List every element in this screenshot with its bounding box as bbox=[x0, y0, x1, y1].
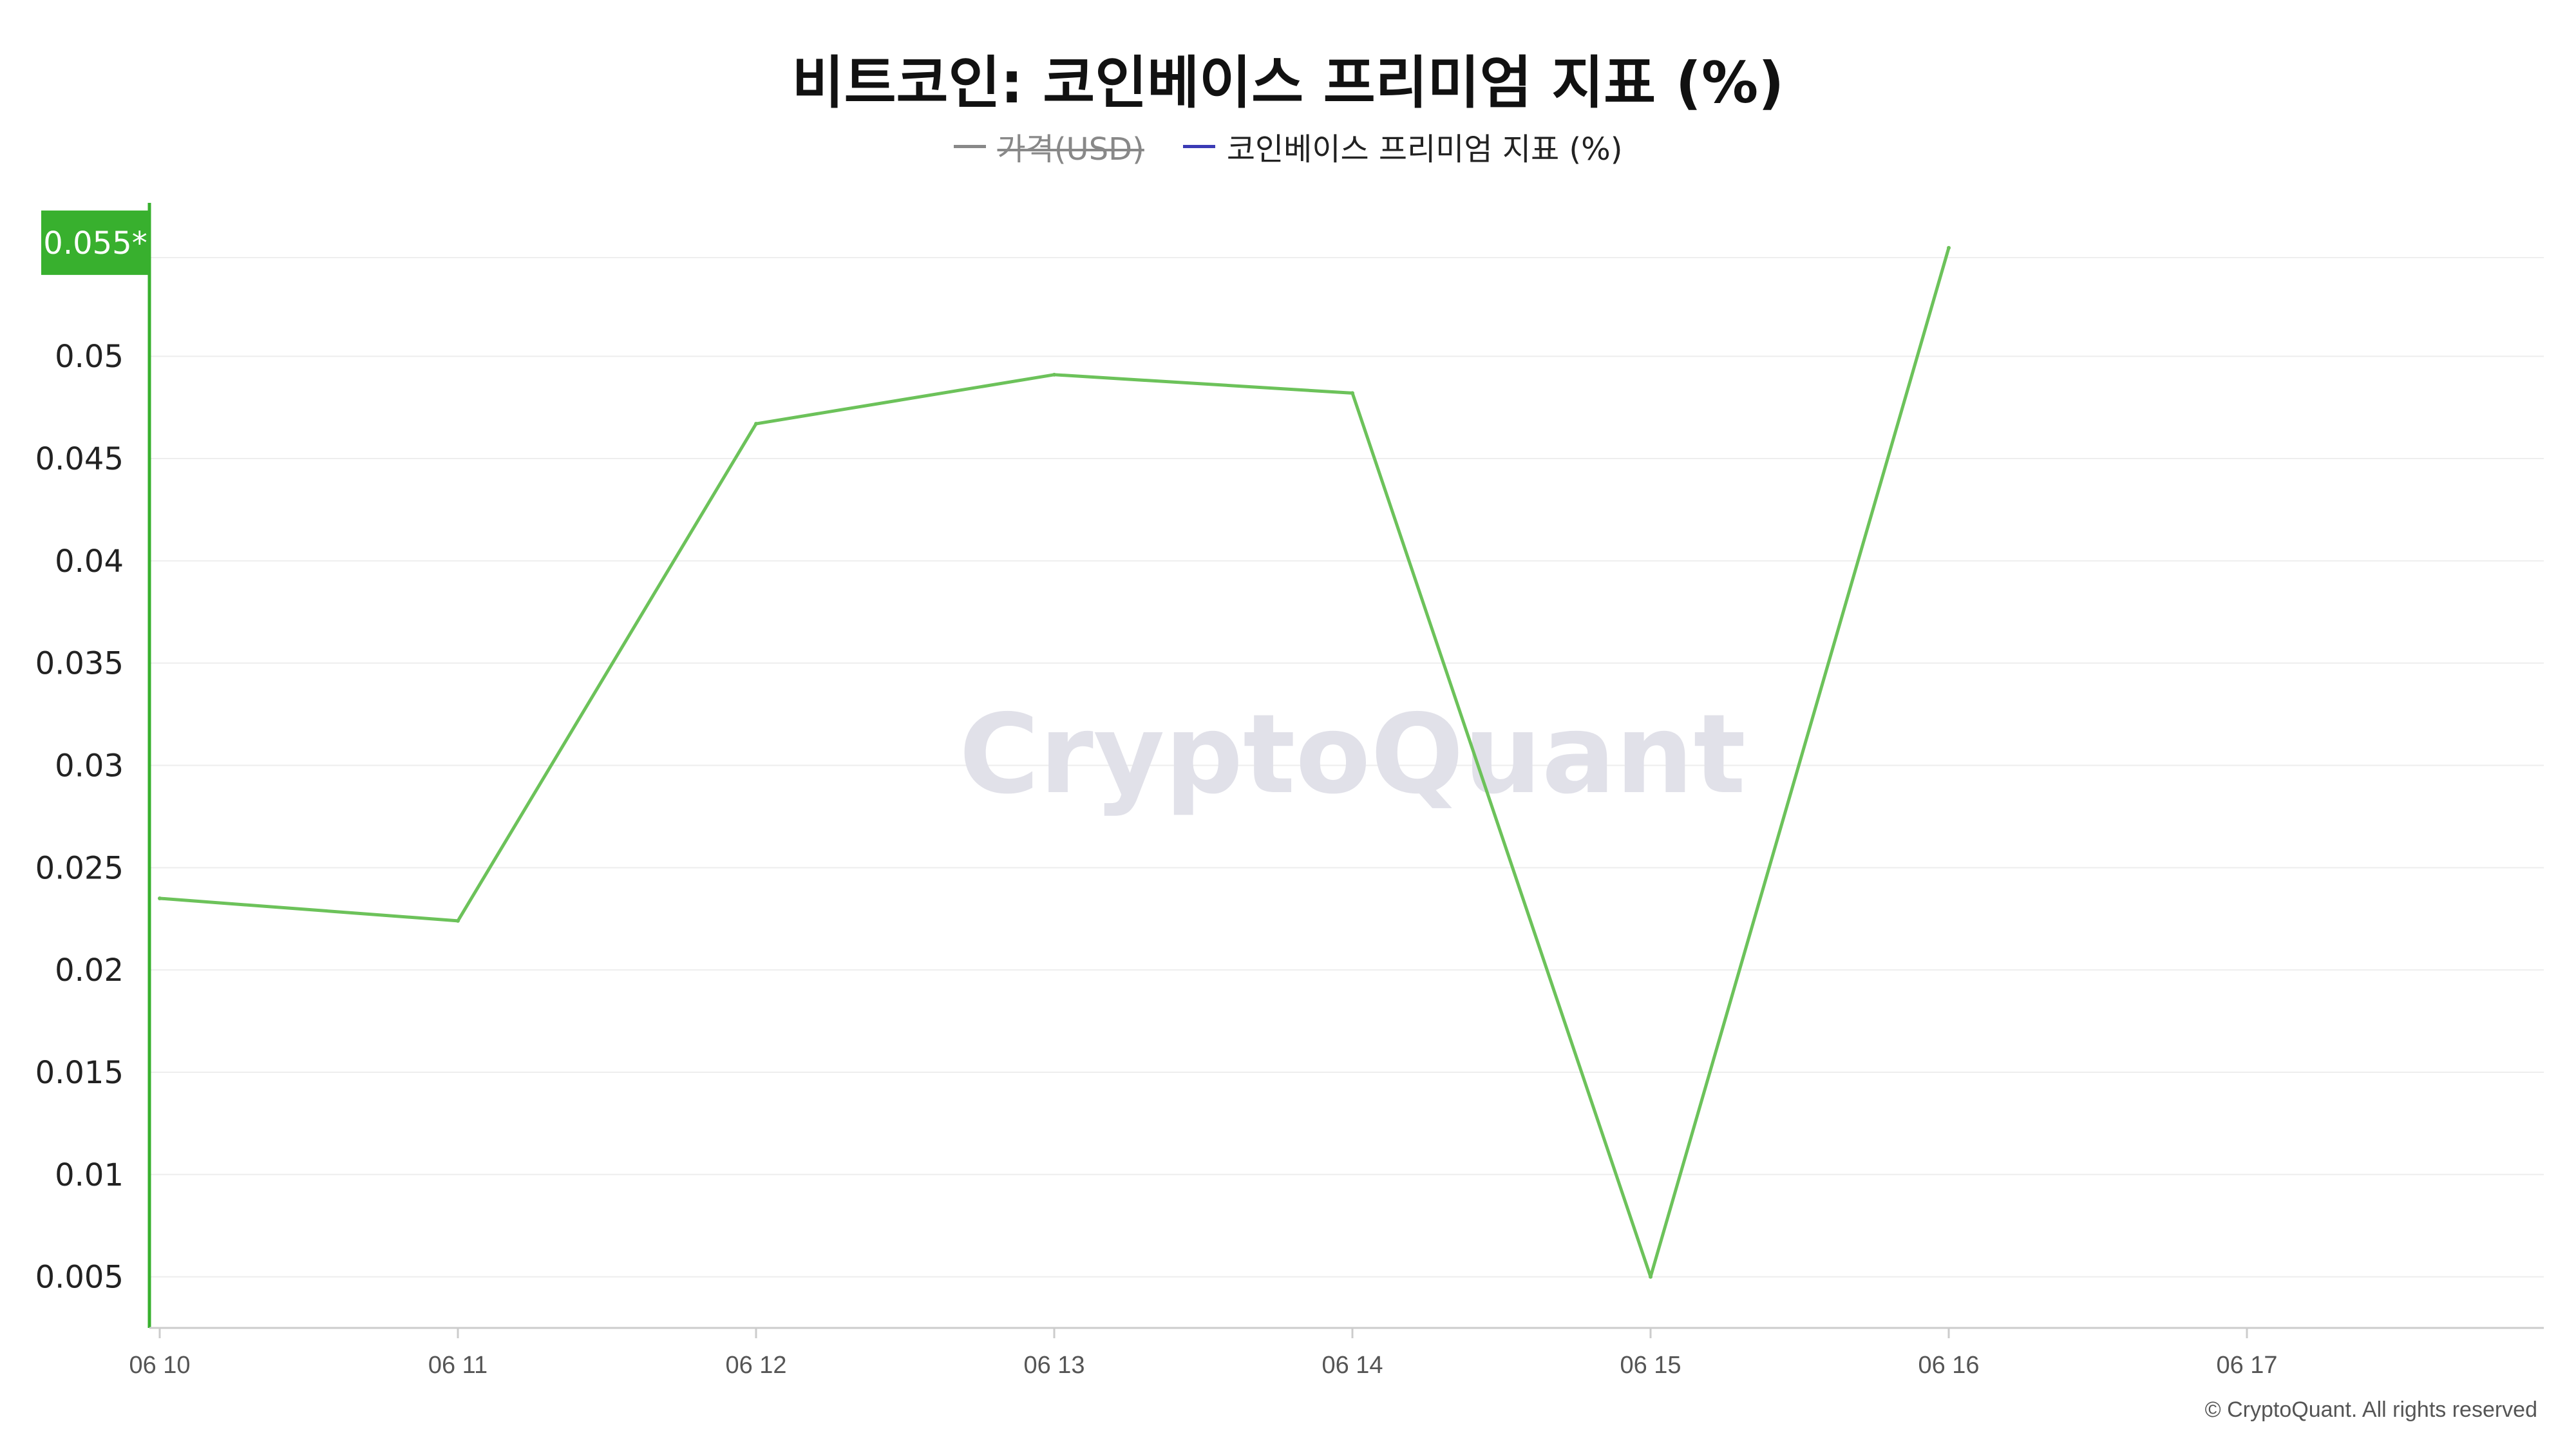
grid-lines bbox=[149, 257, 2544, 1278]
last-value-badge-label: 0.055* bbox=[43, 225, 147, 261]
y-tick-label: 0.025 bbox=[35, 850, 124, 886]
legend-item-premium[interactable]: 코인베이스 프리미엄 지표 (%) bbox=[1182, 124, 1623, 169]
legend-label-price: 가격(USD) bbox=[997, 131, 1144, 167]
y-tick-label: 0.035 bbox=[35, 646, 124, 682]
series-layer bbox=[158, 245, 1951, 1279]
data-point bbox=[1052, 372, 1056, 377]
data-point bbox=[754, 422, 758, 426]
data-point bbox=[456, 918, 460, 923]
axes bbox=[147, 203, 2544, 1329]
y-tick-label: 0.005 bbox=[35, 1260, 124, 1296]
last-value-badge bbox=[41, 210, 149, 275]
y-tick-label: 0.02 bbox=[55, 952, 124, 989]
y-axis-ticks: 0.005 0.01 0.015 0.02 0.025 0.03 0.035 0.04 0.04… bbox=[35, 339, 124, 1295]
legend: 가격(USD) 코인베이스 프리미엄 지표 (%) bbox=[0, 124, 2576, 169]
y-tick-label: 0.01 bbox=[55, 1157, 124, 1193]
x-tick-label: 06 11 bbox=[428, 1352, 488, 1379]
y-tick-label: 0.03 bbox=[55, 748, 124, 784]
x-tick-label: 06 13 bbox=[1023, 1352, 1084, 1379]
x-tick-label: 06 14 bbox=[1321, 1352, 1383, 1379]
x-axis-ticks: 06 10 06 11 06 12 06 13 06 14 06 15 06 16 06 17 bbox=[129, 1328, 2278, 1379]
x-tick-label: 06 17 bbox=[2216, 1352, 2277, 1379]
data-point bbox=[1350, 391, 1354, 395]
legend-item-price[interactable]: 가격(USD) bbox=[953, 124, 1144, 169]
y-tick-label: 0.04 bbox=[55, 544, 124, 580]
x-tick-label: 06 16 bbox=[1918, 1352, 1979, 1379]
watermark-logo: CryptoQuant bbox=[959, 691, 1746, 819]
y-tick-label: 0.045 bbox=[35, 441, 124, 477]
data-point bbox=[158, 896, 162, 900]
y-tick-label: 0.015 bbox=[35, 1055, 124, 1091]
x-tick-label: 06 15 bbox=[1620, 1352, 1681, 1379]
legend-swatch-premium bbox=[1182, 144, 1215, 148]
x-tick-label: 06 10 bbox=[129, 1352, 190, 1379]
legend-swatch-price bbox=[953, 144, 986, 148]
y-tick-label: 0.05 bbox=[55, 339, 124, 375]
x-tick-label: 06 12 bbox=[725, 1352, 786, 1379]
chart-title: 비트코인: 코인베이스 프리미엄 지표 (%) bbox=[791, 50, 1785, 116]
data-point bbox=[1947, 245, 1951, 250]
legend-label-premium: 코인베이스 프리미엄 지표 (%) bbox=[1226, 131, 1623, 167]
data-point bbox=[1649, 1274, 1653, 1279]
copyright-text: © CryptoQuant. All rights reserved bbox=[2204, 1397, 2537, 1422]
last-value-badge-layer: 0.055* bbox=[41, 210, 149, 275]
